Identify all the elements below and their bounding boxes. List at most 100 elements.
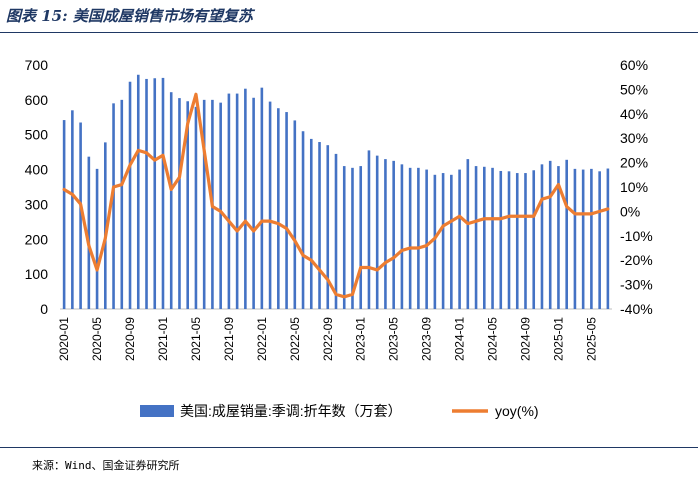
source-note: 来源：Wind、国金证券研究所: [32, 459, 180, 472]
bar: [153, 78, 157, 309]
right-tick-label: 30%: [620, 130, 648, 146]
bar: [450, 174, 453, 309]
bar: [392, 160, 395, 309]
bar: [515, 173, 519, 309]
bar: [359, 166, 363, 309]
bar: [466, 159, 470, 309]
bar: [483, 166, 486, 309]
bar: [384, 159, 387, 309]
bar: [145, 78, 148, 309]
bar: [351, 167, 354, 309]
bar: [342, 166, 346, 309]
bar: [268, 101, 272, 309]
bar: [598, 171, 601, 309]
x-tick-label: 2024-01: [453, 317, 467, 361]
bar: [285, 112, 288, 309]
x-tick-label: 2020-09: [123, 317, 137, 361]
left-axis-ticks: 0 100 200 300 400 500 600 700: [25, 57, 49, 317]
bar: [491, 167, 494, 309]
right-tick-label: 40%: [620, 106, 648, 122]
bar: [375, 155, 379, 309]
x-axis-ticks: 2020-01 2020-05 2020-09 2021-01 2021-05 2021-…: [57, 317, 598, 361]
bar: [186, 101, 189, 309]
line-series: [62, 92, 610, 299]
x-tick-label: 2023-09: [420, 317, 434, 361]
bar: [417, 167, 420, 309]
bar: [136, 74, 140, 309]
left-tick-label: 700: [25, 57, 49, 73]
footer-divider: [0, 447, 698, 448]
left-tick-label: 0: [40, 301, 48, 317]
bar: [169, 92, 173, 309]
x-tick-label: 2025-05: [584, 317, 598, 361]
yoy-line: [62, 92, 610, 299]
bar: [309, 138, 313, 309]
bar: [301, 131, 305, 309]
bar: [590, 168, 593, 309]
bar: [277, 108, 280, 309]
legend-bar-label: 美国:成屋销量:季调:折年数（万套）: [180, 403, 402, 419]
legend-line-label: yoy(%): [495, 403, 539, 419]
right-tick-label: -40%: [620, 301, 653, 317]
bar: [95, 168, 99, 309]
bar: [87, 156, 91, 309]
x-tick-label: 2021-01: [156, 317, 170, 361]
page-title: 图表 15: 美国成屋销售市场有望复苏: [6, 7, 253, 25]
x-tick-label: 2023-01: [354, 317, 368, 361]
bar: [408, 167, 412, 309]
x-tick-label: 2024-09: [518, 317, 532, 361]
bar: [334, 153, 338, 309]
bar-series: [62, 74, 610, 310]
right-tick-label: 20%: [620, 155, 648, 171]
bar: [326, 145, 330, 309]
bar: [71, 110, 74, 309]
bar: [557, 166, 560, 309]
x-tick-label: 2025-01: [551, 317, 565, 361]
bar: [433, 174, 437, 309]
bar: [235, 93, 239, 309]
right-tick-label: 0%: [620, 203, 640, 219]
bar: [252, 97, 255, 309]
x-tick-label: 2021-05: [189, 317, 203, 361]
bar: [524, 173, 527, 309]
bar: [260, 87, 264, 309]
bar: [548, 160, 552, 309]
x-tick-label: 2021-09: [222, 317, 236, 361]
x-tick-label: 2022-05: [288, 317, 302, 361]
bar: [573, 168, 577, 309]
bar: [244, 88, 247, 309]
bar: [441, 173, 445, 309]
sales-chart: 0 100 200 300 400 500 600 700 -40% -30% -20% -10% 0…: [25, 57, 653, 419]
bar: [79, 122, 82, 309]
bar: [120, 99, 124, 309]
legend: 美国:成屋销量:季调:折年数（万套） yoy(%): [140, 403, 539, 419]
bar: [425, 169, 428, 309]
bar: [293, 120, 297, 309]
left-tick-label: 300: [25, 196, 49, 212]
bar: [606, 168, 610, 309]
left-tick-label: 500: [25, 127, 49, 143]
bar: [507, 171, 511, 309]
left-tick-label: 100: [25, 266, 49, 282]
bar: [581, 169, 585, 309]
bar: [474, 166, 478, 309]
bar: [128, 81, 132, 309]
bar: [532, 170, 536, 309]
legend-bar-swatch: [140, 405, 174, 417]
right-tick-label: 60%: [620, 57, 648, 73]
bar: [367, 150, 371, 309]
x-tick-label: 2020-01: [57, 317, 71, 361]
x-tick-label: 2023-05: [387, 317, 401, 361]
bar: [178, 98, 181, 309]
right-tick-label: -10%: [620, 228, 653, 244]
bar: [62, 120, 66, 309]
bar: [219, 102, 222, 310]
left-tick-label: 400: [25, 162, 49, 178]
bar: [540, 164, 544, 309]
x-tick-label: 2020-05: [90, 317, 104, 361]
left-tick-label: 600: [25, 92, 49, 108]
right-tick-label: 50%: [620, 81, 648, 97]
left-tick-label: 200: [25, 231, 49, 247]
bar: [499, 170, 503, 309]
bar: [458, 169, 461, 309]
